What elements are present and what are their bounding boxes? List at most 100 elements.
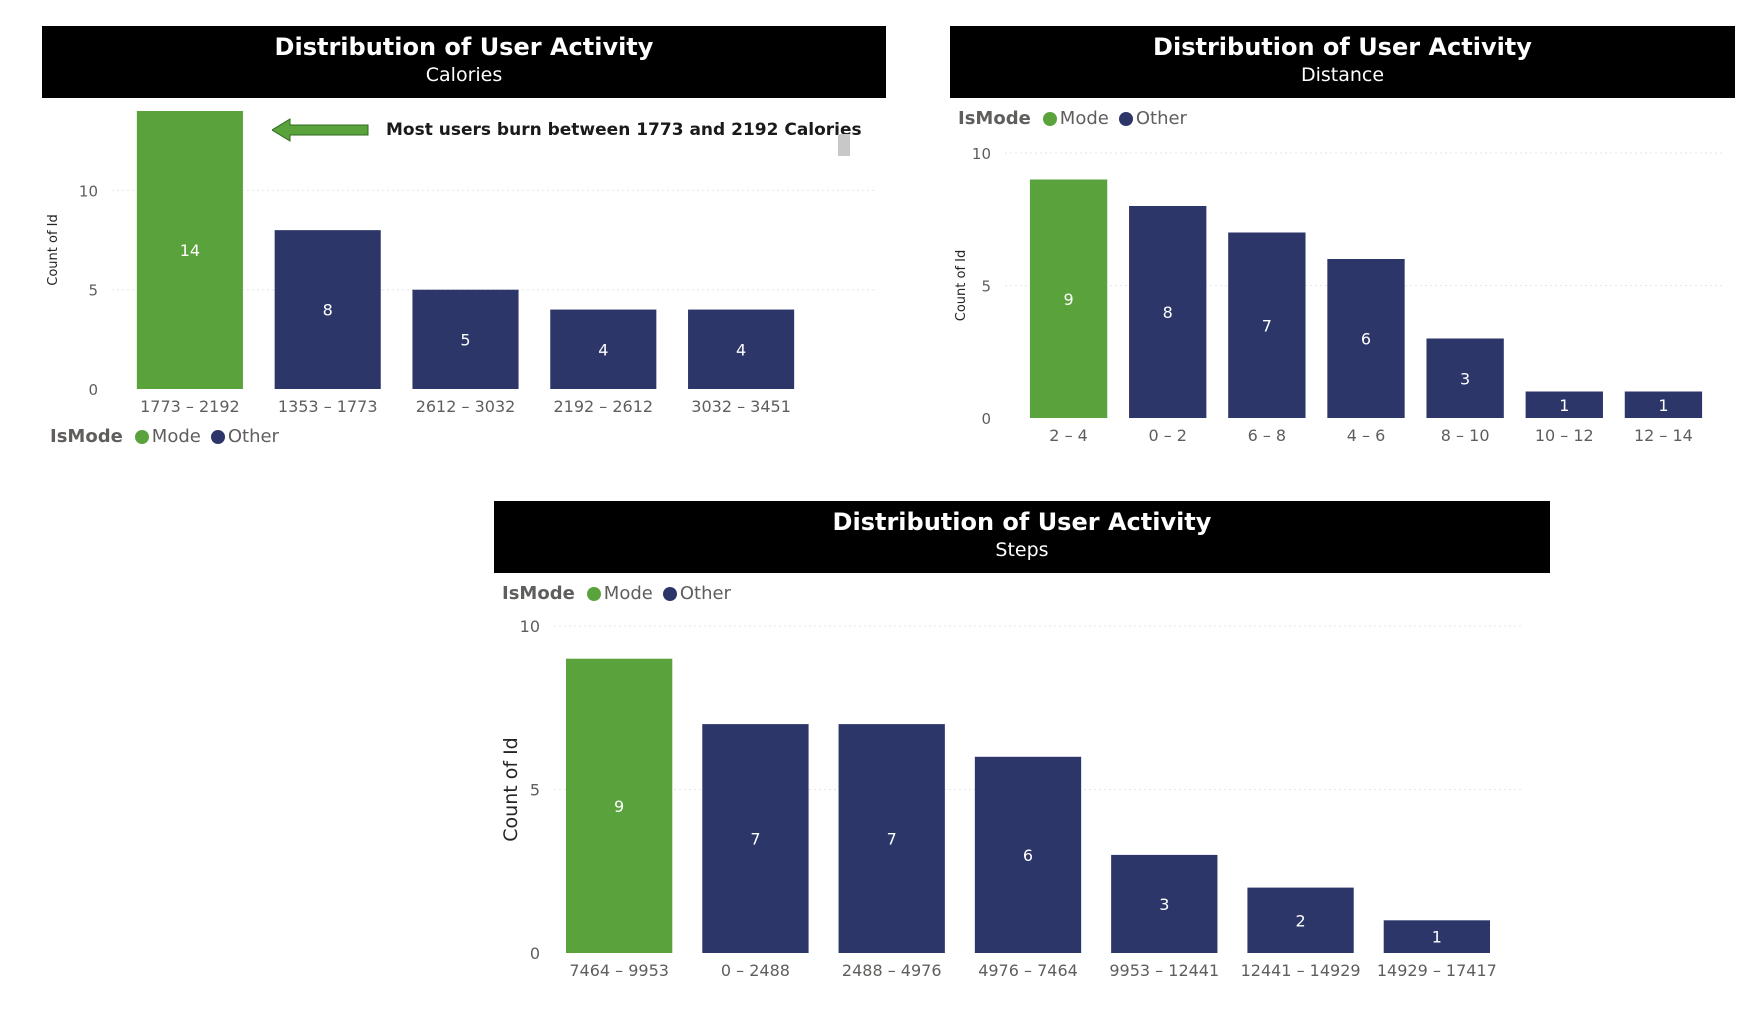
distance-data-label: 7	[1262, 316, 1272, 335]
calories-y-tick-label: 0	[88, 381, 98, 399]
steps-bar	[1247, 887, 1354, 953]
steps-legend[interactable]: IsMode Mode Other	[502, 583, 735, 604]
calories-bar	[688, 309, 795, 389]
calories-y-tick-label: 10	[79, 182, 98, 200]
circle-icon	[1042, 111, 1057, 126]
steps-x-tick-label: 14929 – 17417	[1377, 961, 1497, 980]
steps-x-tick-label: 4976 – 7464	[978, 961, 1078, 980]
calories-legend[interactable]: IsMode Mode Other	[50, 426, 283, 447]
calories-y-axis-title: Count of Id	[46, 214, 61, 286]
circle-icon	[210, 429, 225, 444]
distance-bar	[1228, 232, 1306, 418]
steps-legend-title: IsMode	[502, 583, 575, 604]
calories-subtitle: Calories	[425, 64, 503, 86]
steps-data-label: 7	[750, 830, 760, 849]
calories-legend-label: Mode	[151, 426, 201, 447]
steps-legend-label: Mode	[603, 583, 653, 604]
steps-panel[interactable]: Distribution of User Activity Steps 0 5 10…	[494, 501, 1550, 1001]
calories-data-label: 14	[180, 241, 200, 260]
distance-x-tick-label: 0 – 2	[1148, 426, 1187, 445]
steps-y-axis-title: Count of Id	[500, 737, 522, 841]
calories-legend-item-other[interactable]: Other	[210, 426, 279, 447]
distance-legend-label: Mode	[1059, 108, 1109, 129]
arrow-left-icon	[272, 118, 369, 142]
calories-header: Distribution of User Activity Calories	[42, 26, 886, 98]
distance-x-tick-label: 4 – 6	[1347, 426, 1386, 445]
calories-legend-label: Other	[227, 426, 279, 447]
steps-bar	[1383, 920, 1491, 953]
distance-x-tick-label: 10 – 12	[1535, 426, 1594, 445]
calories-x-tick-label: 1773 – 2192	[140, 397, 240, 416]
calories-chart[interactable]: 0 5 10 Count of Id 14 1773 – 2192 8 1353 – 1773…	[42, 26, 886, 456]
steps-data-label: 3	[1159, 895, 1169, 914]
distance-data-label: 3	[1460, 369, 1470, 388]
distance-legend-label: Other	[1135, 108, 1187, 129]
steps-bar	[974, 756, 1082, 953]
steps-data-label: 6	[1023, 846, 1033, 865]
distance-legend-title: IsMode	[958, 108, 1031, 129]
distance-bar	[1327, 259, 1405, 418]
steps-bar	[1111, 854, 1218, 953]
distance-x-tick-label: 8 – 10	[1441, 426, 1490, 445]
steps-x-tick-label: 0 – 2488	[721, 961, 790, 980]
steps-chart[interactable]: 0 5 10 Count of Id 9 7464 – 9953 7 0 – 2488 7 248…	[494, 501, 1550, 1001]
distance-y-axis-title: Count of Id	[954, 250, 969, 322]
circle-icon	[1118, 111, 1133, 126]
distance-x-tick-label: 2 – 4	[1049, 426, 1088, 445]
steps-legend-label: Other	[679, 583, 731, 604]
steps-x-tick-label: 2488 – 4976	[842, 961, 942, 980]
calories-panel[interactable]: Distribution of User Activity Calories 0…	[42, 26, 886, 456]
steps-data-label: 2	[1295, 911, 1305, 930]
distance-bar	[1624, 391, 1703, 418]
calories-y-tick-label: 5	[88, 282, 98, 300]
steps-data-label: 9	[614, 797, 624, 816]
circle-icon	[586, 586, 601, 601]
steps-header: Distribution of User Activity Steps	[494, 501, 1550, 573]
annotation-text: Most users burn between 1773 and 2192 Ca…	[386, 120, 862, 140]
distance-x-tick-label: 6 – 8	[1248, 426, 1287, 445]
distance-data-label: 1	[1559, 396, 1569, 415]
steps-legend-item-mode[interactable]: Mode	[586, 583, 653, 604]
distance-x-tick-label: 12 – 14	[1634, 426, 1693, 445]
calories-data-label: 4	[736, 340, 746, 359]
distance-title: Distribution of User Activity	[1153, 33, 1532, 61]
steps-y-tick-label: 5	[530, 781, 540, 800]
steps-legend-item-other[interactable]: Other	[662, 583, 731, 604]
calories-x-tick-label: 1353 – 1773	[278, 397, 378, 416]
steps-x-tick-label: 12441 – 14929	[1241, 961, 1361, 980]
distance-bar	[1029, 179, 1108, 418]
distance-y-tick-label: 0	[981, 410, 991, 428]
circle-icon	[662, 586, 677, 601]
calories-title: Distribution of User Activity	[274, 33, 654, 61]
steps-y-tick-label: 0	[530, 944, 540, 963]
steps-y-tick-label: 10	[520, 617, 540, 636]
calories-annotation: Most users burn between 1773 and 2192 Ca…	[272, 118, 862, 142]
steps-data-label: 7	[887, 830, 897, 849]
distance-legend-item-mode[interactable]: Mode	[1042, 108, 1109, 129]
calories-x-tick-label: 2612 – 3032	[416, 397, 516, 416]
distance-legend[interactable]: IsMode Mode Other	[958, 108, 1191, 129]
calories-bar	[412, 289, 519, 389]
calories-bar	[274, 230, 381, 389]
distance-y-tick-label: 10	[972, 145, 991, 163]
steps-bar	[702, 724, 809, 953]
steps-bar	[565, 658, 673, 953]
circle-icon	[134, 429, 149, 444]
calories-data-label: 8	[323, 301, 333, 320]
steps-bar	[838, 724, 945, 953]
calories-x-tick-label: 3032 – 3451	[691, 397, 791, 416]
distance-subtitle: Distance	[1300, 64, 1385, 86]
distance-legend-item-other[interactable]: Other	[1118, 108, 1187, 129]
calories-data-label: 5	[460, 330, 470, 349]
calories-legend-item-mode[interactable]: Mode	[134, 426, 201, 447]
distance-header: Distribution of User Activity Distance	[950, 26, 1735, 98]
distance-y-tick-label: 5	[981, 278, 991, 296]
distance-data-label: 8	[1163, 303, 1173, 322]
scroll-marker[interactable]	[838, 134, 850, 156]
distance-data-label: 6	[1361, 330, 1371, 349]
calories-data-label: 4	[598, 340, 608, 359]
steps-subtitle: Steps	[995, 539, 1049, 561]
distance-chart[interactable]: 0 5 10 Count of Id 9 2 – 4 8 0 – 2 7 6 – 8 6 4 – 6 3…	[950, 26, 1735, 456]
distance-panel[interactable]: Distribution of User Activity Distance 0…	[950, 26, 1735, 456]
